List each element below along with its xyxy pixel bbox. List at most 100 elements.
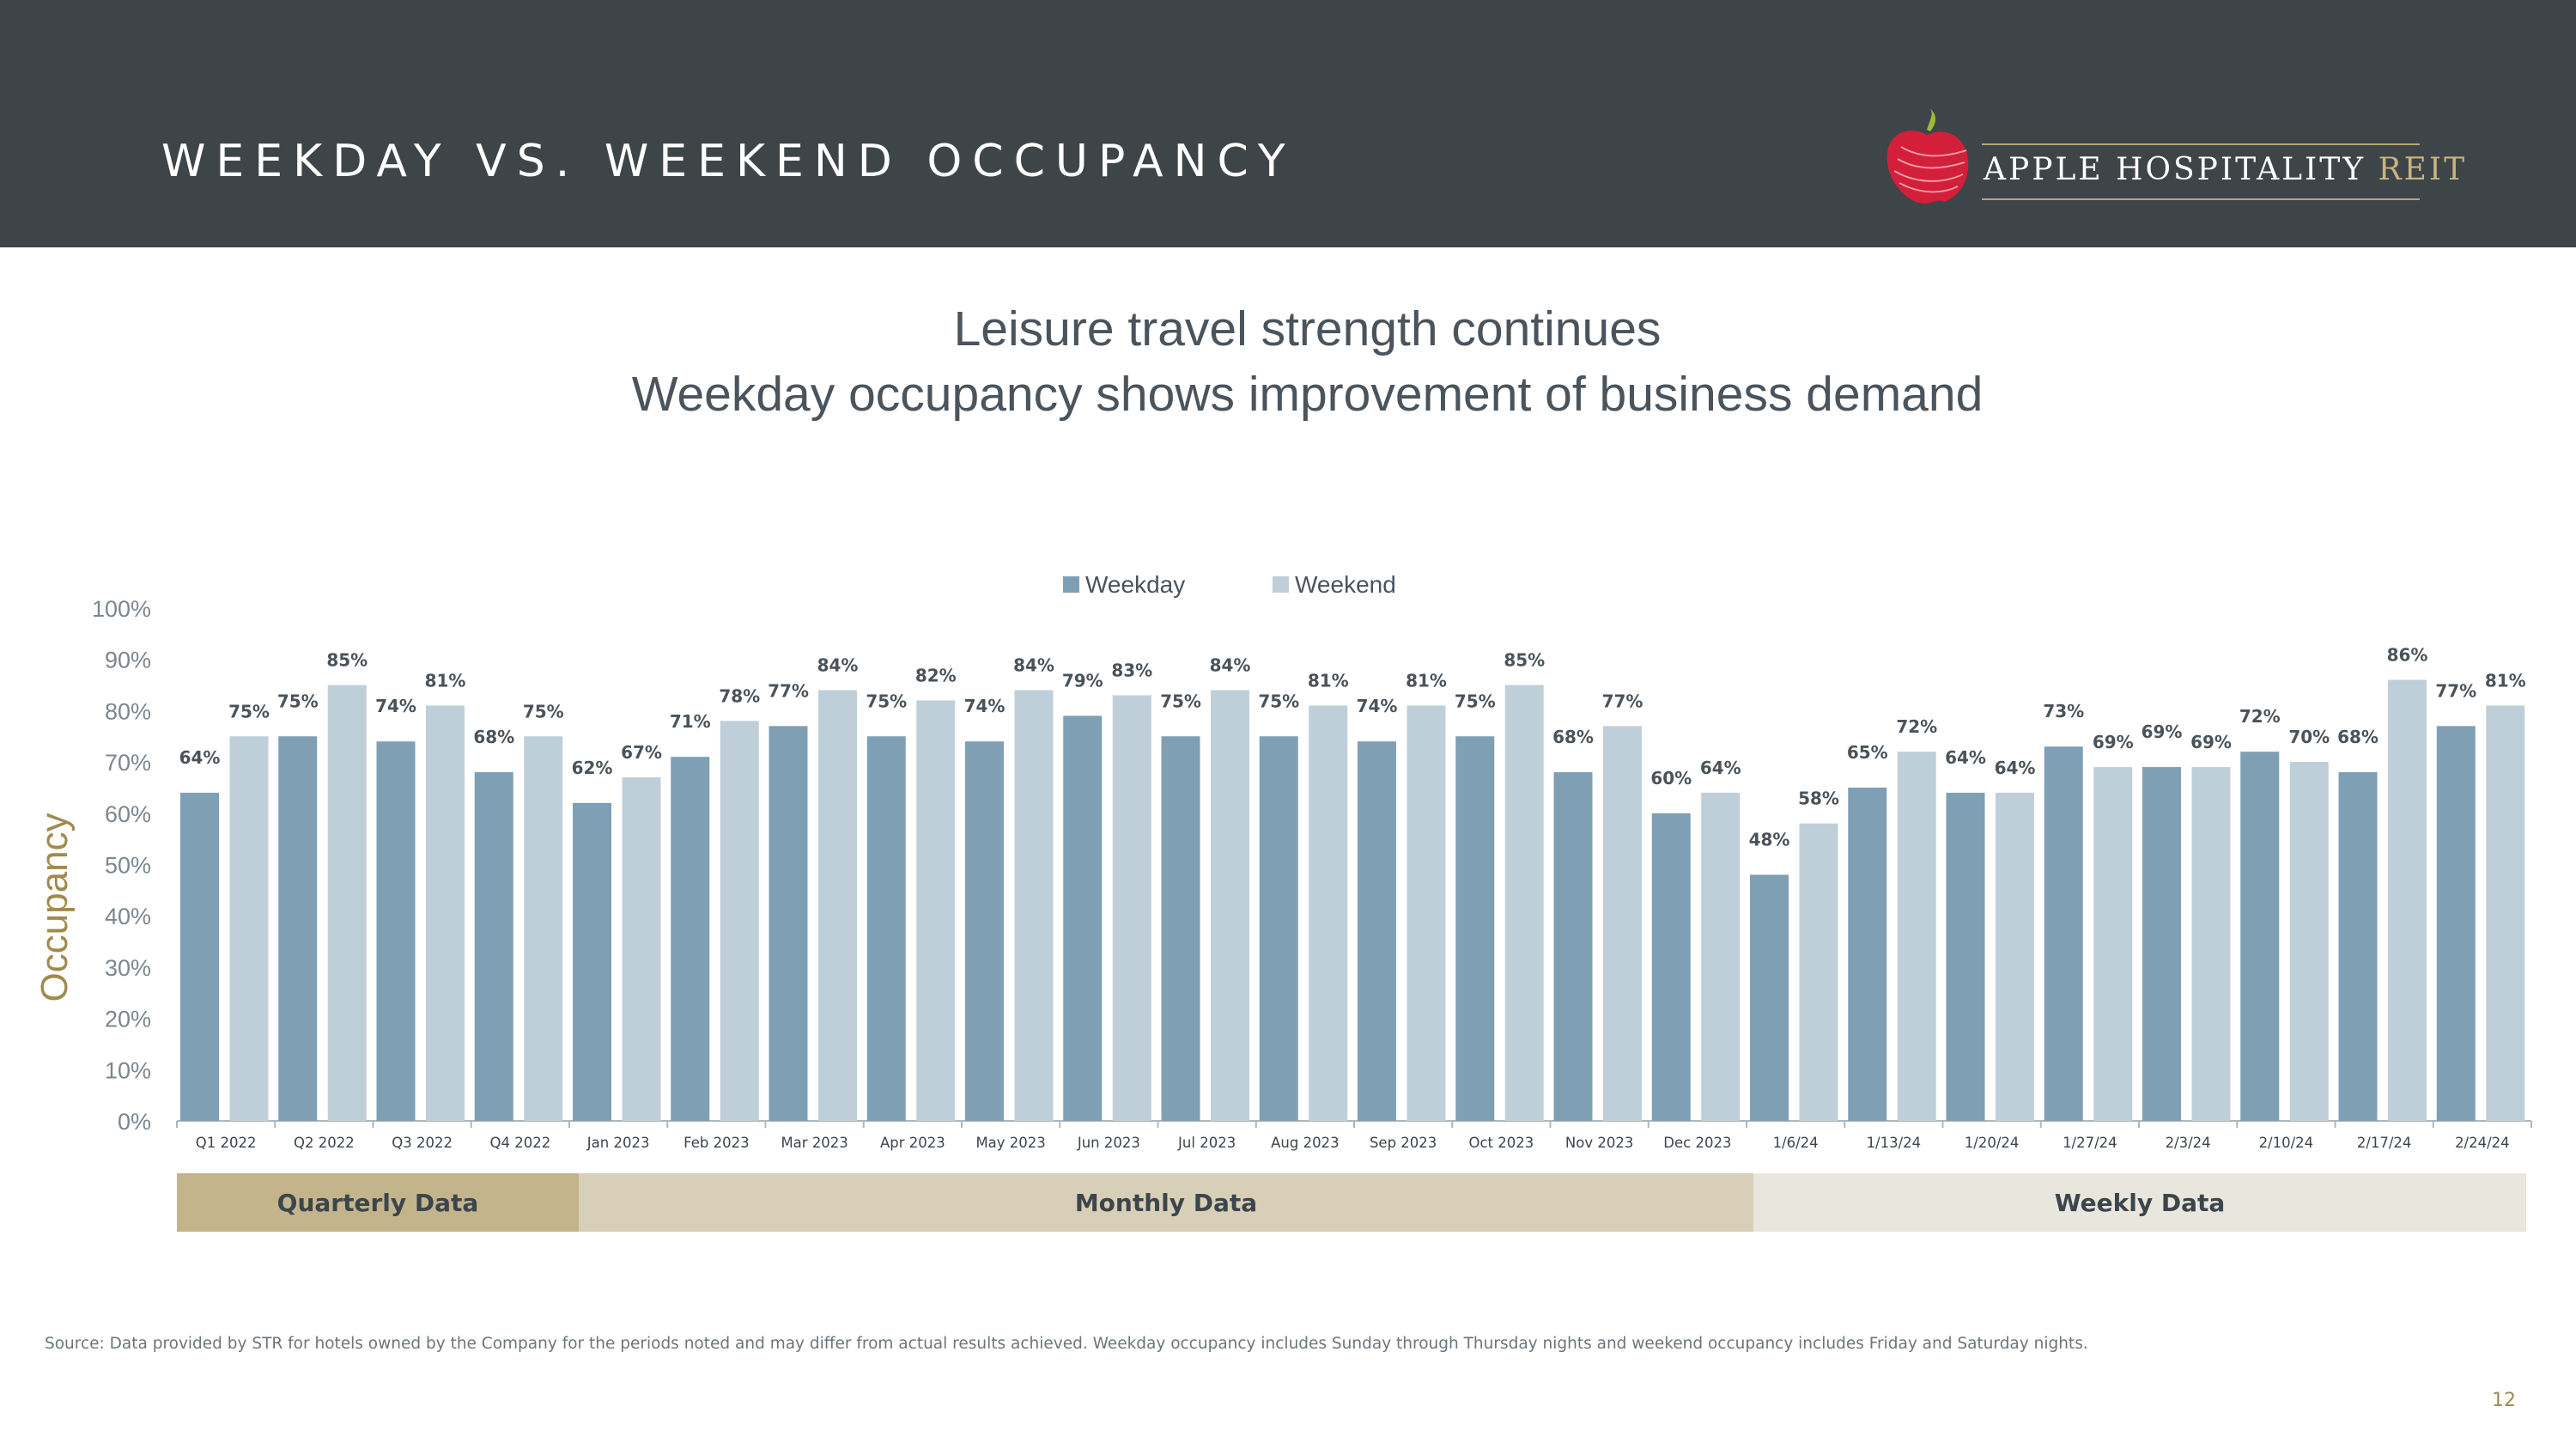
data-label: 68% [2337, 727, 2379, 747]
x-tick-label: Nov 2023 [1565, 1135, 1633, 1151]
bar-weekend [1014, 690, 1054, 1121]
subtitle-line-1: Leisure travel strength continues [953, 301, 1662, 356]
y-tick-label: 20% [105, 1007, 151, 1032]
y-tick-label: 0% [118, 1109, 151, 1135]
data-label: 77% [2435, 680, 2476, 701]
data-label: 71% [670, 711, 711, 732]
data-label: 70% [2288, 727, 2330, 747]
data-label: 85% [326, 650, 368, 671]
data-label: 64% [1995, 758, 2036, 778]
data-label: 75% [277, 691, 319, 711]
data-label: 78% [719, 685, 760, 706]
y-tick-label: 60% [105, 801, 151, 827]
data-label: 84% [1210, 655, 1251, 676]
bar-weekend [1996, 792, 2034, 1121]
bar-weekday [1455, 736, 1495, 1121]
data-label: 62% [572, 758, 613, 778]
band-monthly-label: Monthly Data [1074, 1188, 1258, 1217]
period-bands: Quarterly Data Monthly Data Weekly Data [0, 1173, 2576, 1232]
data-label: 72% [1896, 716, 1937, 737]
page-title: WEEKDAY VS. WEEKEND OCCUPANCY [161, 136, 1296, 187]
logo-rule-top [1982, 143, 2420, 145]
data-label: 75% [1455, 691, 1496, 711]
legend-label-weekday: Weekday [1085, 571, 1185, 598]
legend-swatch-weekday [1063, 576, 1079, 593]
bar-weekday [573, 802, 611, 1121]
bar-weekend [1701, 792, 1741, 1121]
legend-label-weekend: Weekend [1295, 571, 1396, 598]
bar-weekend [229, 736, 269, 1121]
bar-weekend [1406, 705, 1446, 1121]
data-label: 74% [375, 696, 416, 716]
band-monthly: Monthly Data [579, 1173, 1753, 1232]
data-label: 75% [1258, 691, 1299, 711]
bar-weekday [474, 772, 513, 1121]
bar-weekend [1897, 752, 1936, 1121]
bar-weekday [965, 741, 1004, 1121]
bar-weekday [1651, 813, 1691, 1121]
bar-weekday [1063, 715, 1103, 1121]
bar-weekend [916, 700, 956, 1121]
x-tick-label: Q2 2022 [294, 1135, 355, 1151]
logo-wordmark: APPLE HOSPITALITY REIT [1984, 152, 2467, 187]
subtitle-line-2: Weekday occupancy shows improvement of b… [631, 367, 1984, 422]
data-label: 82% [915, 665, 957, 685]
data-label: 69% [2142, 721, 2183, 742]
x-tick-label: Feb 2023 [683, 1135, 749, 1151]
logo-wordmark-accent: REIT [2378, 152, 2468, 187]
bar-weekday [2436, 726, 2476, 1121]
bar-weekend [1603, 726, 1642, 1121]
y-tick-label: 80% [105, 698, 151, 724]
data-label: 65% [1847, 742, 1888, 763]
x-tick-label: May 2023 [975, 1135, 1045, 1151]
bar-weekend [1112, 695, 1151, 1121]
data-label: 64% [179, 747, 221, 768]
band-weekly-label: Weekly Data [2054, 1188, 2226, 1217]
data-label: 79% [1062, 670, 1103, 691]
band-quarterly: Quarterly Data [177, 1173, 579, 1232]
data-label: 81% [425, 670, 466, 691]
logo-wordmark-main: APPLE HOSPITALITY [1984, 152, 2366, 187]
data-label: 85% [1504, 650, 1545, 671]
data-label: 75% [523, 701, 564, 721]
x-tick-label: 1/13/24 [1867, 1135, 1922, 1151]
y-tick-label: 40% [105, 904, 151, 929]
x-tick-label: Q3 2022 [392, 1135, 453, 1151]
y-tick-label: 90% [105, 648, 151, 673]
x-tick-label: Sep 2023 [1370, 1135, 1437, 1151]
x-tick-label: 2/10/24 [2259, 1135, 2314, 1151]
data-label: 64% [1945, 747, 1986, 768]
y-tick-label: 100% [92, 596, 151, 622]
bar-weekday [1946, 792, 1985, 1121]
bar-weekday [671, 757, 710, 1121]
x-tick-label: Q1 2022 [196, 1135, 257, 1151]
x-tick-label: Aug 2023 [1271, 1135, 1339, 1151]
y-tick-label: 70% [105, 750, 151, 776]
data-label: 75% [866, 691, 907, 711]
data-label: 60% [1650, 768, 1692, 788]
x-tick-label: Jan 2023 [586, 1135, 650, 1151]
bar-weekend [622, 777, 661, 1121]
data-label: 84% [1013, 655, 1054, 676]
bar-weekday [2044, 746, 2083, 1121]
bar-weekday [1553, 772, 1593, 1121]
legend-swatch-weekend [1273, 576, 1289, 593]
source-note: Source: Data provided by STR for hotels … [45, 1335, 2088, 1353]
data-label: 58% [1798, 788, 1839, 809]
band-quarterly-label: Quarterly Data [276, 1188, 479, 1217]
data-label: 48% [1749, 829, 1790, 849]
x-tick-label: Dec 2023 [1663, 1135, 1731, 1151]
bar-weekday [376, 741, 416, 1121]
bar-weekend [524, 736, 563, 1121]
y-tick-label: 50% [105, 853, 151, 879]
data-label: 74% [964, 696, 1005, 716]
data-label: 77% [768, 680, 809, 701]
x-tick-label: Oct 2023 [1468, 1135, 1534, 1151]
bar-weekday [1750, 874, 1789, 1121]
bar-weekend [1799, 823, 1838, 1121]
bar-weekday [2338, 772, 2378, 1121]
bar-weekend [2486, 705, 2525, 1121]
bar-weekday [2240, 752, 2280, 1121]
occupancy-bar-chart: 0% 10% 20% 30% 40% 50% 60% 70% 80% 90% 100% Occupan… [33, 571, 2532, 1151]
band-weekly: Weekly Data [1753, 1173, 2526, 1232]
